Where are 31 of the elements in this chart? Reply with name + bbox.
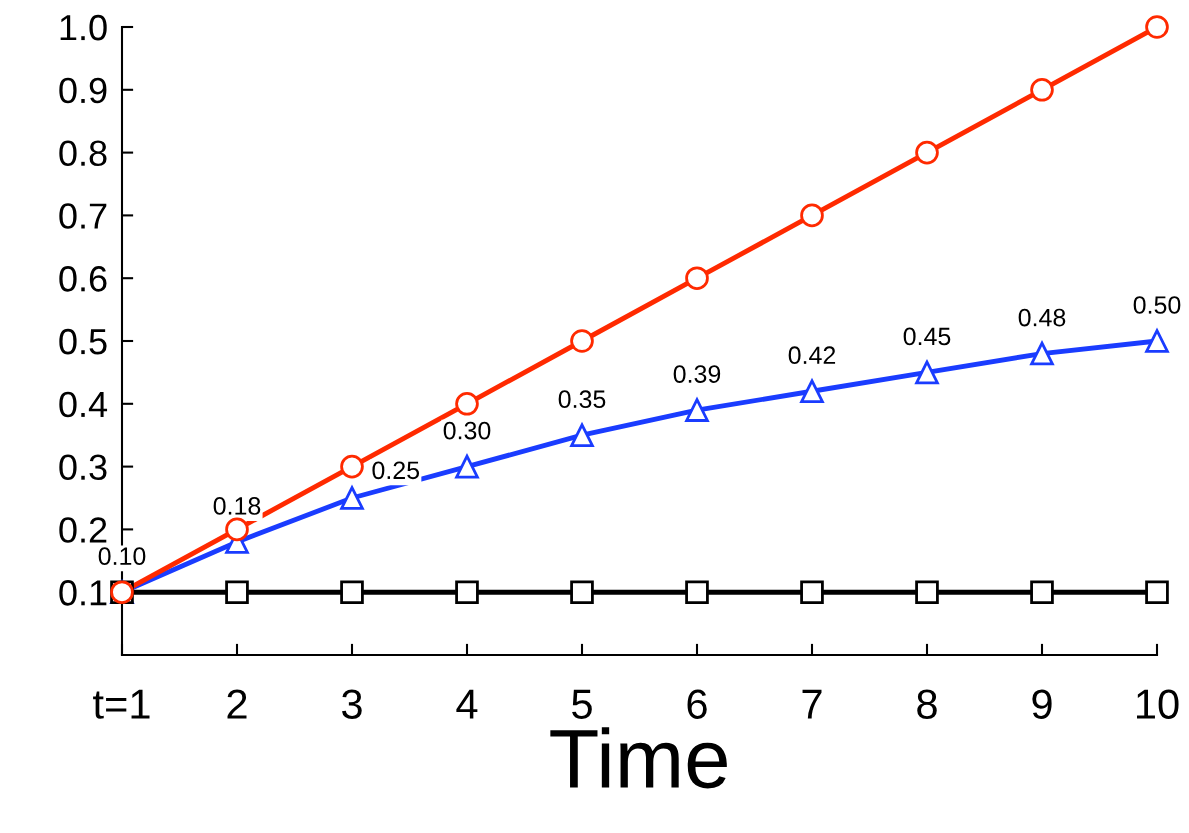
data-label: 0.30 — [443, 421, 491, 440]
y-tick-label: 0.8 — [59, 140, 107, 167]
x-tick-label: 3 — [342, 689, 362, 719]
x-tick-label: 2 — [227, 689, 247, 719]
y-tick-label: 0.5 — [59, 328, 107, 355]
x-tick-label: 8 — [917, 689, 937, 719]
y-tick-label: 0.3 — [59, 454, 107, 481]
x-tick-label: 9 — [1032, 689, 1052, 719]
data-label: 0.48 — [1018, 308, 1066, 327]
x-tick-label: 4 — [456, 689, 478, 719]
data-label: 0.35 — [558, 390, 606, 409]
data-label: 0.18 — [213, 497, 261, 515]
data-label: 0.39 — [673, 365, 721, 383]
x-tick-label: t=1 — [93, 689, 150, 719]
data-label: 0.25 — [372, 461, 420, 480]
y-tick-label: 0.7 — [59, 203, 107, 229]
y-tick-label: 0.4 — [59, 391, 108, 418]
x-axis-title: Time — [550, 727, 727, 789]
y-tick-label: 0.1 — [59, 580, 107, 606]
data-label: 0.42 — [788, 346, 836, 365]
y-tick-label: 0.9 — [59, 77, 107, 104]
y-tick-label: 1.0 — [60, 14, 107, 41]
x-tick-label: 6 — [687, 689, 707, 719]
y-tick-label: 0.2 — [59, 517, 107, 543]
data-label: 0.10 — [98, 547, 146, 566]
data-label: 0.45 — [903, 327, 951, 346]
data-label: 0.50 — [1133, 296, 1181, 314]
x-tick-label: 5 — [572, 689, 592, 719]
y-tick-label: 0.6 — [59, 266, 107, 292]
x-tick-label: 10 — [1137, 689, 1179, 719]
x-tick-label: 7 — [802, 689, 822, 719]
